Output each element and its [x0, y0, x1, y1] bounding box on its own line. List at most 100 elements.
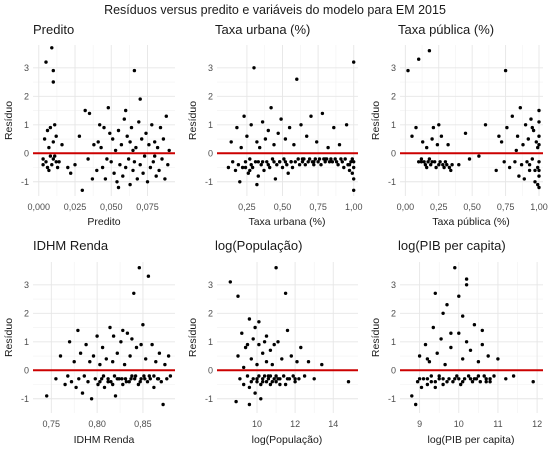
data-point [497, 134, 501, 138]
data-point [536, 165, 540, 170]
data-point [69, 380, 74, 384]
data-point [266, 163, 270, 167]
data-point [423, 163, 428, 167]
data-point [98, 362, 102, 367]
y-axis-label: Resíduo [370, 318, 382, 357]
data-point [274, 266, 278, 270]
data-point [272, 143, 276, 147]
data-point [54, 377, 58, 381]
data-point [63, 382, 67, 387]
data-point [236, 354, 240, 358]
data-point [275, 163, 279, 167]
data-point [439, 337, 443, 341]
data-point [514, 148, 518, 153]
data-point [443, 160, 448, 164]
data-point [278, 382, 282, 387]
data-point [313, 157, 317, 161]
data-point [153, 140, 157, 144]
data-point [123, 377, 128, 381]
data-point [253, 325, 257, 330]
data-point [141, 323, 145, 327]
data-point [245, 134, 249, 138]
data-point [92, 143, 96, 147]
data-point [410, 394, 414, 398]
data-point [445, 380, 449, 384]
data-point [125, 134, 129, 138]
data-point [238, 377, 242, 381]
data-point [138, 380, 142, 384]
data-point [297, 163, 302, 167]
y-tick-label: 1 [391, 120, 396, 130]
data-point [300, 160, 305, 164]
data-point [312, 160, 316, 164]
data-point [148, 165, 153, 170]
data-point [67, 340, 72, 344]
data-point [283, 160, 288, 164]
data-point [106, 106, 111, 110]
data-point [286, 171, 290, 175]
panel-3: -1 0 1 2 3 0,00 0,25 0,50 0,75 1,00 Taxa pública (… [370, 22, 548, 228]
data-point [236, 294, 240, 298]
data-point [505, 125, 509, 130]
data-point [251, 377, 255, 381]
data-point [457, 163, 461, 167]
data-point [152, 374, 156, 378]
y-tick-label: 2 [391, 91, 396, 101]
data-point [116, 185, 121, 190]
data-point [111, 382, 115, 387]
data-point [246, 171, 250, 175]
data-point [307, 157, 312, 161]
data-point [287, 125, 292, 130]
data-point [133, 374, 138, 378]
data-point [113, 394, 118, 398]
data-point [111, 137, 115, 141]
data-point [421, 377, 426, 381]
data-point [347, 168, 352, 173]
data-point [256, 174, 260, 178]
data-point [477, 154, 481, 158]
x-tick-label: 10 [252, 419, 262, 429]
x-tick-label: 0,50 [463, 202, 481, 212]
data-point [122, 362, 127, 367]
data-point [155, 145, 160, 150]
data-point [96, 382, 100, 387]
data-point [47, 168, 51, 173]
x-axis-label: log(População) [252, 434, 323, 446]
data-point [252, 66, 256, 70]
y-tick-label: 2 [208, 91, 213, 101]
x-tick-label: 12 [532, 419, 542, 429]
x-tick-label: 0,075 [136, 202, 159, 212]
data-point [268, 348, 273, 352]
data-point [461, 314, 465, 318]
data-point [459, 382, 463, 387]
data-point [51, 80, 55, 84]
data-point [468, 348, 473, 352]
data-point [441, 377, 445, 381]
y-tick-label: -1 [388, 177, 396, 187]
data-point [323, 160, 327, 164]
data-point [332, 125, 336, 130]
data-point [111, 334, 116, 338]
data-point [417, 160, 421, 164]
data-point [143, 377, 147, 381]
y-tick-label: 3 [391, 280, 396, 290]
data-point [327, 160, 332, 164]
data-point [467, 157, 472, 161]
data-point [518, 106, 522, 110]
y-tick-label: -1 [205, 177, 213, 187]
data-point [259, 163, 263, 167]
data-point [350, 157, 354, 161]
y-tick-label: 0 [391, 365, 396, 375]
data-point [337, 143, 342, 147]
data-point [414, 402, 418, 407]
data-point [86, 380, 90, 384]
data-point [352, 160, 356, 164]
y-tick-label: 1 [391, 337, 396, 347]
y-tick-label: 3 [24, 280, 29, 290]
data-point [503, 68, 508, 73]
data-point [272, 160, 276, 164]
data-point [312, 377, 316, 381]
data-point [431, 325, 435, 330]
data-point [127, 380, 131, 384]
data-point [234, 399, 238, 404]
